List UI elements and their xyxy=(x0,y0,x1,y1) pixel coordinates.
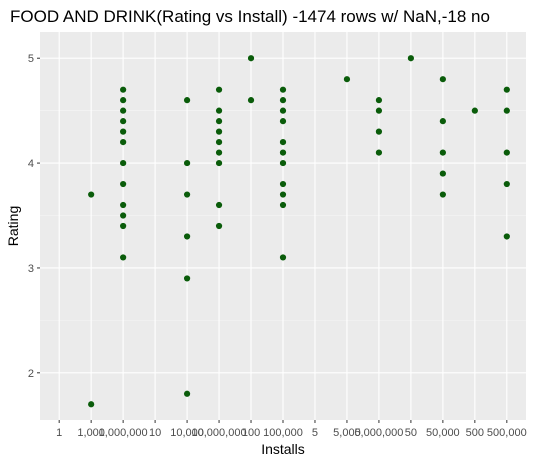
data-point xyxy=(215,159,223,167)
data-point xyxy=(279,180,287,188)
data-points xyxy=(88,55,510,408)
x-tick-label: 10,000,000 xyxy=(192,427,247,439)
data-point xyxy=(120,139,127,146)
data-point xyxy=(215,149,223,156)
y-axis-label: Rating xyxy=(5,206,21,246)
data-point xyxy=(120,97,127,104)
data-point xyxy=(120,212,127,219)
data-point xyxy=(120,180,127,188)
chart-title: FOOD AND DRINK(Rating vs Install) -1474 … xyxy=(10,7,490,26)
data-point xyxy=(120,128,127,135)
y-axis: 2 3 4 5 xyxy=(28,53,40,380)
x-tick-label: 5,000,000 xyxy=(354,427,403,439)
x-tick-label: 500,000 xyxy=(487,427,527,439)
data-point xyxy=(120,118,127,125)
data-point xyxy=(279,149,287,156)
data-point xyxy=(503,180,510,188)
data-point xyxy=(375,97,383,104)
x-tick-label: 50 xyxy=(405,427,417,439)
data-point xyxy=(279,107,287,114)
data-point xyxy=(279,97,287,104)
x-tick-label: 100,000 xyxy=(263,427,303,439)
data-point xyxy=(407,55,414,62)
x-axis-label: Installs xyxy=(261,441,305,457)
data-point xyxy=(120,201,127,209)
data-point xyxy=(120,107,127,114)
data-point xyxy=(183,233,191,240)
data-point xyxy=(88,191,95,198)
data-point xyxy=(375,128,383,135)
data-point xyxy=(215,107,223,114)
x-tick-label: 10,000 xyxy=(170,427,204,439)
data-point xyxy=(503,107,510,114)
data-point xyxy=(439,149,446,156)
x-tick-label: 5,000 xyxy=(333,427,361,439)
data-point xyxy=(279,201,287,209)
data-point xyxy=(215,201,223,209)
data-point xyxy=(215,139,223,146)
data-point xyxy=(279,86,287,93)
y-tick-label: 4 xyxy=(28,158,34,170)
data-point xyxy=(183,191,191,198)
x-tick-label: 500 xyxy=(466,427,484,439)
data-point xyxy=(215,128,223,135)
data-point xyxy=(120,159,127,167)
data-point xyxy=(120,86,127,93)
data-point xyxy=(215,118,223,125)
data-point xyxy=(279,118,287,125)
data-point xyxy=(88,401,95,408)
data-point xyxy=(279,191,287,198)
data-point xyxy=(503,233,510,240)
data-point xyxy=(183,159,191,167)
x-tick-label: 1,000,000 xyxy=(99,427,148,439)
data-point xyxy=(183,275,191,282)
data-point xyxy=(439,76,446,83)
data-point xyxy=(375,107,383,114)
data-point xyxy=(439,191,446,198)
x-tick-label: 10 xyxy=(149,427,161,439)
data-point xyxy=(279,159,287,167)
data-point xyxy=(215,86,223,93)
data-point xyxy=(279,139,287,146)
x-tick-label: 100 xyxy=(242,427,260,439)
data-point xyxy=(279,254,287,261)
data-point xyxy=(439,170,446,177)
data-point xyxy=(375,149,383,156)
x-tick-label: 1,000 xyxy=(77,427,105,439)
data-point xyxy=(503,86,510,93)
data-point xyxy=(471,107,478,114)
x-tick-label: 50,000 xyxy=(426,427,460,439)
y-tick-label: 2 xyxy=(28,368,34,380)
data-point xyxy=(343,76,351,83)
data-point xyxy=(503,149,510,156)
data-point xyxy=(120,254,127,261)
data-point xyxy=(215,222,223,230)
y-tick-label: 5 xyxy=(28,53,34,65)
data-point xyxy=(183,390,191,397)
data-point xyxy=(247,55,255,62)
data-point xyxy=(183,97,191,104)
data-point xyxy=(439,118,446,125)
data-point xyxy=(120,222,127,230)
data-point xyxy=(247,97,255,104)
x-tick-label: 1 xyxy=(56,427,62,439)
x-tick-label: 5 xyxy=(312,427,318,439)
y-tick-label: 3 xyxy=(28,263,34,275)
